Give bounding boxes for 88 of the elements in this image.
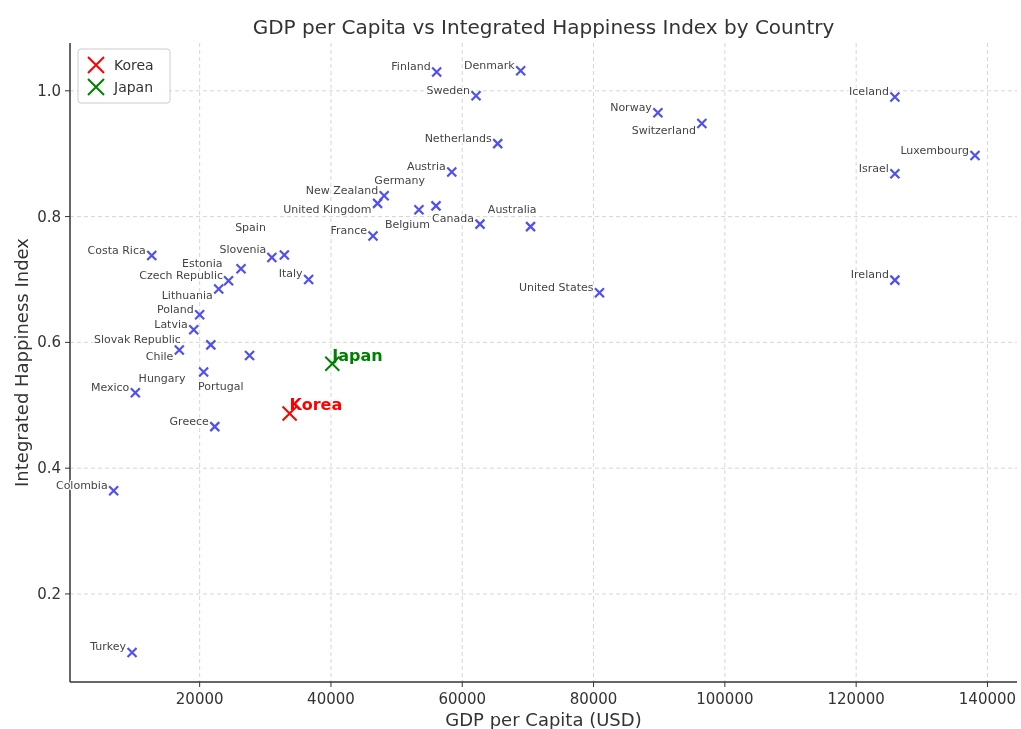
annotation: Italy bbox=[278, 267, 304, 281]
point bbox=[889, 274, 901, 286]
y-tick-label: 0.8 bbox=[37, 207, 61, 226]
point bbox=[108, 485, 120, 497]
point bbox=[431, 66, 443, 78]
point bbox=[593, 287, 606, 299]
point bbox=[969, 149, 981, 162]
point bbox=[173, 344, 185, 356]
annotation: Denmark bbox=[464, 58, 516, 72]
point bbox=[209, 421, 221, 433]
annotation: Mexico bbox=[90, 380, 130, 394]
point bbox=[235, 263, 247, 275]
annotation: Estonia bbox=[182, 256, 223, 270]
annotation: France bbox=[330, 224, 368, 238]
annotation: Greece bbox=[169, 414, 209, 428]
x-tick-label: 100000 bbox=[696, 690, 754, 708]
annotation: Israel bbox=[858, 161, 889, 175]
point bbox=[266, 251, 278, 264]
annotation: Iceland bbox=[849, 85, 889, 99]
annotation: United States bbox=[518, 280, 594, 294]
annotation: Luxembourg bbox=[900, 143, 969, 157]
point bbox=[446, 166, 458, 178]
annotation: Lithuania bbox=[161, 288, 213, 302]
point bbox=[524, 221, 537, 233]
x-tick-label: 60000 bbox=[438, 690, 487, 708]
y-tick-label: 0.2 bbox=[37, 584, 61, 603]
x-axis-title: GDP per Capita (USD) bbox=[445, 709, 642, 729]
y-tick-label: 0.6 bbox=[37, 333, 61, 352]
legend-label: Japan bbox=[113, 79, 154, 95]
x-tick-label: 40000 bbox=[307, 690, 355, 708]
annotation: Australia bbox=[487, 202, 537, 216]
annotation: Slovak Republic bbox=[93, 332, 181, 346]
annotation: Hungary bbox=[138, 371, 187, 385]
point bbox=[198, 366, 210, 378]
point bbox=[696, 117, 708, 130]
annotation: Switzerland bbox=[631, 123, 696, 137]
annotation: Norway bbox=[610, 100, 653, 114]
annotation: Chile bbox=[145, 349, 174, 363]
point bbox=[213, 283, 225, 295]
annotation: Czech Republic bbox=[139, 268, 224, 282]
point bbox=[889, 168, 901, 180]
annotation: Latvia bbox=[154, 317, 188, 331]
point bbox=[474, 218, 486, 230]
point bbox=[303, 273, 315, 286]
annotation: Japan bbox=[331, 345, 383, 365]
annotation: Belgium bbox=[384, 217, 430, 231]
point bbox=[515, 65, 527, 77]
y-tick-label: 1.0 bbox=[37, 81, 61, 100]
point bbox=[371, 197, 384, 209]
x-tick-label: 20000 bbox=[175, 690, 224, 708]
legend-label: Korea bbox=[114, 57, 154, 73]
y-axis-title: Integrated Happiness Index bbox=[11, 237, 32, 487]
annotation: Canada bbox=[432, 212, 474, 226]
annotation: Netherlands bbox=[424, 131, 492, 145]
point bbox=[222, 275, 235, 287]
annotation: Slovenia bbox=[219, 242, 267, 256]
point bbox=[492, 138, 504, 150]
point bbox=[146, 249, 158, 262]
annotation: Ireland bbox=[850, 268, 889, 282]
annotation: United Kingdom bbox=[283, 203, 372, 217]
annotation: Turkey bbox=[89, 640, 127, 654]
annotation: Portugal bbox=[197, 379, 244, 393]
point bbox=[889, 91, 901, 103]
point bbox=[243, 349, 256, 362]
point bbox=[205, 339, 217, 351]
point bbox=[188, 324, 200, 336]
point bbox=[378, 190, 390, 202]
y-tick-label: 0.4 bbox=[37, 459, 61, 478]
point bbox=[367, 230, 379, 242]
annotation: Sweden bbox=[426, 83, 471, 97]
x-tick-label: 140000 bbox=[958, 690, 1017, 708]
point bbox=[413, 204, 425, 216]
annotation: Poland bbox=[156, 302, 194, 316]
point bbox=[430, 200, 442, 212]
annotation: Costa Rica bbox=[87, 243, 146, 257]
annotation: Finland bbox=[391, 59, 431, 73]
point bbox=[278, 249, 290, 261]
annotation: Spain bbox=[235, 221, 266, 235]
chart-title: GDP per Capita vs Integrated Happiness Index by Country bbox=[252, 15, 835, 39]
point bbox=[652, 107, 664, 119]
annotation: Austria bbox=[406, 159, 446, 173]
x-tick-label: 120000 bbox=[827, 690, 885, 708]
point bbox=[129, 387, 141, 399]
point bbox=[194, 309, 206, 321]
point bbox=[126, 646, 138, 659]
x-tick-label: 80000 bbox=[569, 690, 618, 708]
annotation: Korea bbox=[289, 395, 343, 415]
point bbox=[470, 90, 482, 102]
